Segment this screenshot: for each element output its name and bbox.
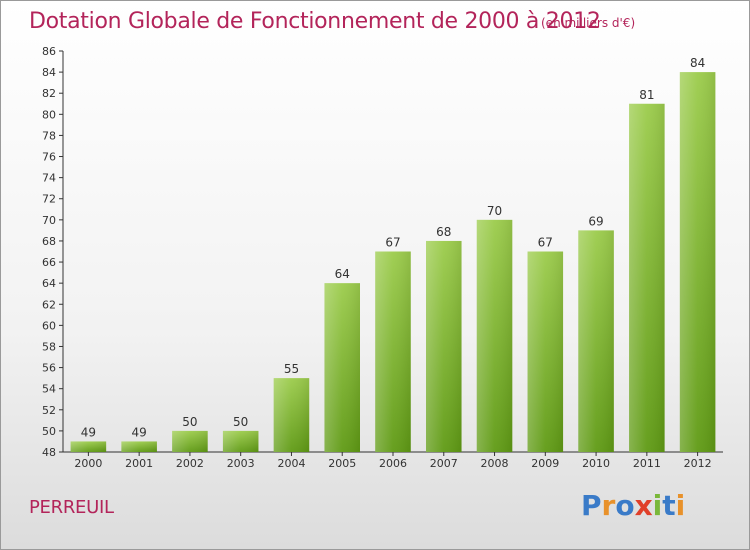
chart-title: Dotation Globale de Fonctionnement de 20…: [29, 9, 601, 34]
bar-value-label: 49: [132, 425, 147, 439]
logo-letter: P: [581, 489, 602, 522]
bar-value-label: 50: [233, 415, 248, 429]
logo-letter: i: [675, 489, 686, 522]
x-tick-label: 2005: [328, 457, 356, 470]
y-tick-label: 74: [42, 172, 56, 185]
bar-shine: [476, 219, 513, 452]
y-tick-label: 70: [42, 214, 56, 227]
bar-shine: [578, 230, 614, 452]
x-tick-label: 2012: [684, 457, 712, 470]
bar-value-label: 67: [538, 236, 553, 250]
y-tick-label: 52: [42, 404, 56, 417]
y-tick-label: 82: [42, 87, 56, 100]
y-tick-label: 72: [42, 193, 56, 206]
bar-shine: [426, 240, 462, 452]
x-tick-label: 2007: [430, 457, 458, 470]
bar-shine: [527, 251, 564, 452]
x-tick-label: 2010: [582, 457, 610, 470]
y-tick-label: 62: [42, 298, 56, 311]
y-tick-label: 48: [42, 446, 56, 459]
bar-value-label: 70: [487, 204, 502, 218]
bar-value-label: 64: [335, 267, 350, 281]
y-tick-label: 84: [42, 66, 56, 79]
bar-value-label: 49: [81, 425, 96, 439]
bar-value-label: 55: [284, 362, 299, 376]
bar-shine: [629, 103, 665, 453]
x-tick-label: 2000: [74, 457, 102, 470]
logo-letter: o: [615, 489, 635, 522]
y-tick-label: 80: [42, 108, 56, 121]
logo-letter: i: [652, 489, 663, 522]
y-tick-label: 54: [42, 383, 56, 396]
y-tick-label: 68: [42, 235, 56, 248]
bar-shine: [679, 72, 716, 453]
y-tick-label: 76: [42, 151, 56, 164]
bar-shine: [273, 378, 310, 452]
x-tick-label: 2008: [481, 457, 509, 470]
x-tick-label: 2003: [227, 457, 255, 470]
bar-shine: [324, 283, 360, 452]
bar-value-label: 68: [436, 225, 451, 239]
x-tick-label: 2002: [176, 457, 204, 470]
logo-letter: r: [601, 489, 616, 522]
bar-shine: [222, 430, 259, 452]
chart-bars: 49 49 50 50 55 64 67 68 70 67 69 81 84: [70, 56, 716, 453]
chart-unit: (en milliers d'€): [541, 16, 636, 30]
bar-shine: [375, 251, 411, 452]
commune-name: PERREUIL: [29, 497, 114, 518]
proxiti-logo[interactable]: Proxiti: [581, 489, 685, 522]
y-tick-label: 64: [42, 277, 56, 290]
bar-shine: [172, 430, 208, 452]
x-tick-label: 2009: [531, 457, 559, 470]
bar-value-label: 81: [639, 88, 654, 102]
bar-value-label: 84: [690, 56, 705, 70]
x-tick-label: 2004: [277, 457, 305, 470]
y-tick-label: 50: [42, 425, 56, 438]
x-tick-label: 2001: [125, 457, 153, 470]
y-tick-label: 60: [42, 319, 56, 332]
bar-value-label: 67: [385, 236, 400, 250]
bar-value-label: 50: [182, 415, 197, 429]
y-tick-label: 66: [42, 256, 56, 269]
y-tick-label: 58: [42, 340, 56, 353]
y-tick-label: 78: [42, 129, 56, 142]
logo-letter: x: [634, 489, 653, 522]
x-tick-label: 2011: [633, 457, 661, 470]
y-tick-label: 86: [42, 45, 56, 58]
x-tick-label: 2006: [379, 457, 407, 470]
bar-shine: [121, 441, 157, 452]
logo-letter: t: [662, 489, 676, 522]
bar-shine: [70, 441, 107, 452]
chart-axes: 48 50 52 54 56 58 60 62 64 66 68 70 72 74 76 78 80 82 84 86…: [42, 45, 723, 470]
y-tick-label: 56: [42, 362, 56, 375]
bar-value-label: 69: [588, 214, 603, 228]
